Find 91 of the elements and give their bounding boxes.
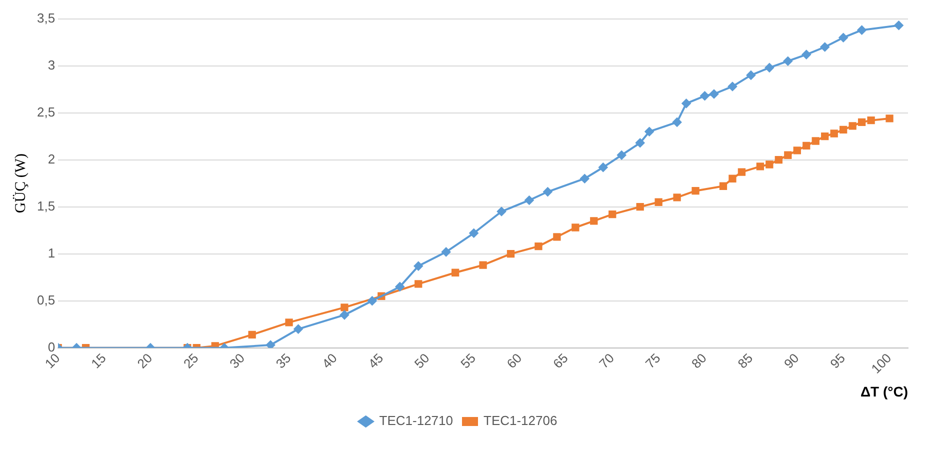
point bbox=[857, 26, 866, 35]
point bbox=[764, 63, 774, 72]
x-tick-label: 95 bbox=[827, 350, 848, 372]
point bbox=[784, 151, 792, 159]
y-tick-label: 1 bbox=[48, 245, 56, 260]
x-tick-label: 50 bbox=[411, 350, 432, 372]
point bbox=[506, 250, 515, 258]
x-tick-label: 100 bbox=[868, 350, 894, 376]
x-tick-label: 60 bbox=[504, 350, 525, 372]
point bbox=[580, 174, 590, 184]
point bbox=[534, 242, 542, 250]
point bbox=[840, 126, 848, 134]
point bbox=[858, 118, 866, 126]
point bbox=[442, 247, 451, 256]
x-tick-label: 75 bbox=[642, 350, 664, 372]
point bbox=[654, 198, 662, 206]
point bbox=[266, 340, 276, 348]
point bbox=[414, 262, 423, 271]
point bbox=[644, 127, 654, 136]
point bbox=[746, 70, 756, 80]
point bbox=[738, 168, 746, 176]
point bbox=[608, 210, 616, 218]
point bbox=[728, 82, 737, 91]
point bbox=[553, 233, 561, 241]
x-tick-label: 65 bbox=[550, 350, 571, 372]
point bbox=[294, 324, 303, 334]
legend-label: TEC1-12706 bbox=[484, 413, 558, 428]
point bbox=[774, 156, 782, 164]
point bbox=[469, 228, 478, 238]
point bbox=[848, 122, 856, 130]
x-tick-label: 15 bbox=[88, 350, 109, 372]
point bbox=[838, 33, 848, 42]
x-tick-label: 20 bbox=[134, 350, 156, 372]
point bbox=[590, 217, 598, 225]
point bbox=[673, 194, 681, 202]
x-tick-label: 25 bbox=[180, 350, 202, 372]
point bbox=[598, 162, 608, 172]
point bbox=[700, 91, 710, 100]
point bbox=[766, 160, 774, 168]
point bbox=[636, 202, 644, 211]
point bbox=[783, 56, 792, 66]
point bbox=[812, 137, 820, 145]
point bbox=[820, 42, 830, 52]
x-axis-title: ΔT (°C) bbox=[860, 383, 908, 400]
point bbox=[894, 20, 904, 30]
x-tick-label: 35 bbox=[272, 350, 294, 372]
y-tick-label: 0,5 bbox=[36, 292, 56, 308]
point bbox=[572, 224, 580, 232]
point bbox=[709, 90, 718, 99]
point bbox=[524, 196, 534, 205]
point bbox=[285, 318, 293, 326]
point bbox=[395, 282, 404, 292]
point bbox=[340, 310, 349, 320]
point bbox=[414, 280, 422, 288]
point bbox=[756, 162, 764, 170]
point bbox=[802, 142, 810, 150]
x-tick-label: 30 bbox=[226, 350, 248, 372]
point bbox=[497, 207, 506, 216]
y-tick-label: 1,5 bbox=[36, 198, 56, 214]
point bbox=[719, 182, 728, 190]
x-tick-label: 55 bbox=[458, 350, 478, 372]
y-tick-label: 2,5 bbox=[36, 104, 56, 120]
point bbox=[886, 114, 894, 122]
y-tick-label: 2 bbox=[48, 151, 56, 166]
x-tick-label: 85 bbox=[734, 350, 756, 372]
y-tick-label: 3 bbox=[48, 57, 56, 72]
point bbox=[867, 116, 875, 124]
point bbox=[636, 138, 645, 148]
x-tick-label: 70 bbox=[596, 350, 618, 372]
point bbox=[793, 146, 801, 154]
y-tick-label: 3,5 bbox=[36, 10, 56, 26]
y-axis-title: GÜÇ (W) bbox=[12, 154, 29, 214]
point bbox=[543, 187, 552, 196]
point bbox=[248, 330, 256, 338]
point bbox=[368, 296, 377, 306]
x-tick-label: 80 bbox=[688, 350, 710, 372]
x-tick-label: 40 bbox=[319, 350, 340, 372]
point bbox=[728, 174, 736, 182]
point bbox=[821, 132, 829, 140]
point bbox=[340, 304, 348, 312]
point bbox=[802, 50, 811, 60]
point bbox=[617, 150, 626, 160]
x-tick-label: 90 bbox=[780, 350, 802, 372]
point bbox=[672, 118, 682, 127]
point bbox=[479, 261, 487, 269]
point bbox=[830, 130, 838, 138]
legend-label: TEC1-12710 bbox=[379, 413, 454, 428]
x-tick-label: 45 bbox=[365, 350, 386, 372]
point bbox=[451, 268, 460, 276]
point bbox=[692, 187, 700, 195]
point bbox=[682, 98, 691, 108]
